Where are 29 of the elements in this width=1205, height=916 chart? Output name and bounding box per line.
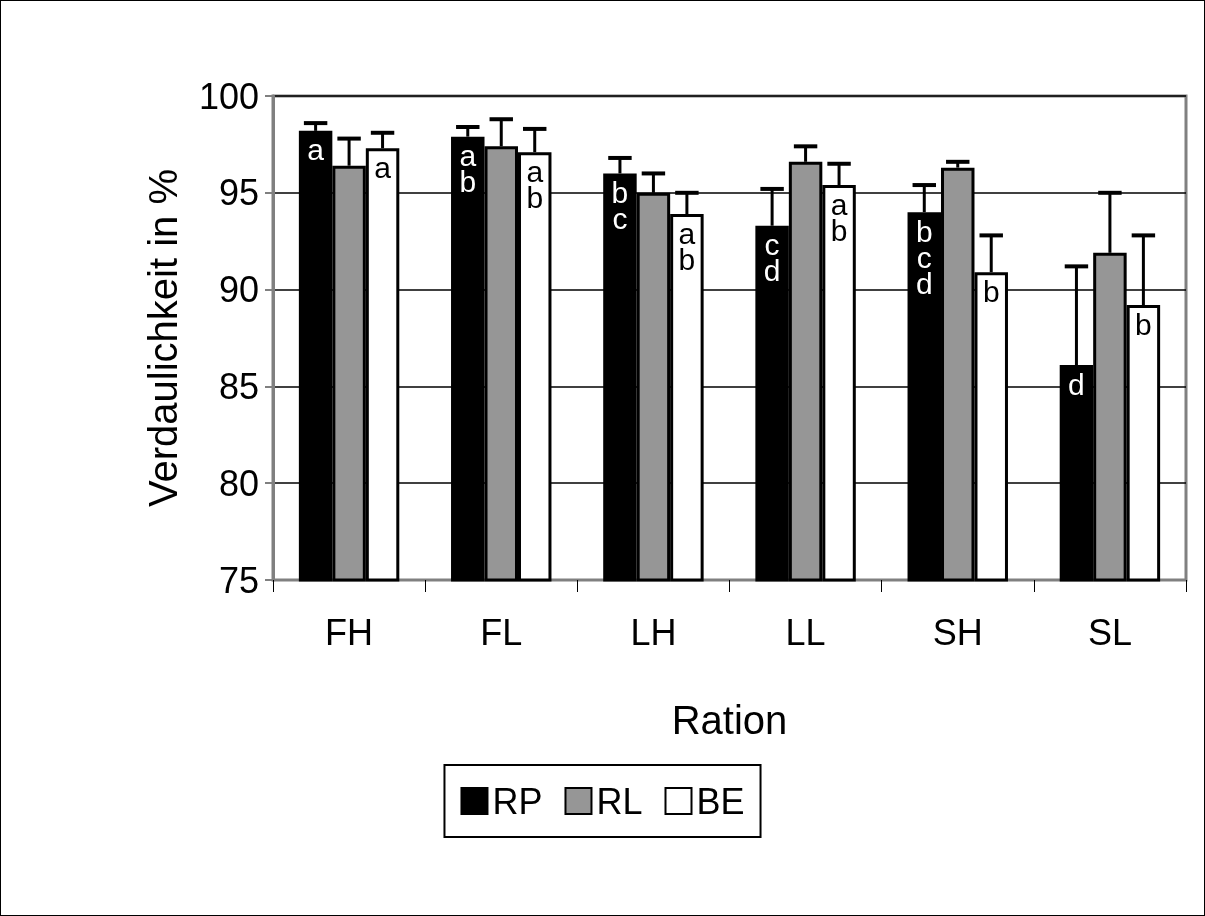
x-tick-label: FL bbox=[480, 611, 523, 653]
y-tick-label: 95 bbox=[218, 172, 259, 214]
data-label: b c bbox=[611, 175, 629, 235]
data-label: a b bbox=[459, 139, 477, 199]
data-label: b bbox=[1135, 307, 1152, 341]
data-label: a bbox=[374, 150, 392, 184]
legend-label: RL bbox=[596, 780, 643, 822]
y-tick-label: 80 bbox=[218, 462, 259, 504]
x-tick-label: FH bbox=[325, 611, 374, 653]
y-tick-label: 90 bbox=[218, 269, 259, 311]
y-tick-label: 75 bbox=[218, 559, 259, 601]
x-axis-title: Ration bbox=[671, 698, 788, 742]
x-tick-label: SL bbox=[1087, 611, 1132, 653]
data-label: a bbox=[307, 133, 325, 167]
data-label: a b bbox=[830, 187, 848, 247]
data-label: d bbox=[1068, 367, 1085, 401]
y-axis-title: Verdaulichkeit in % bbox=[141, 169, 185, 507]
data-label: a b bbox=[678, 216, 696, 276]
data-label: b bbox=[982, 274, 1000, 308]
legend-label: BE bbox=[696, 780, 745, 822]
x-tick-label: LH bbox=[630, 611, 677, 653]
data-label: c d bbox=[763, 228, 781, 288]
legend-label: RP bbox=[492, 780, 543, 822]
data-label: a b bbox=[526, 154, 544, 214]
x-tick-label: LL bbox=[785, 611, 826, 653]
y-tick-label: 85 bbox=[218, 365, 259, 407]
y-tick-label: 100 bbox=[198, 75, 259, 117]
data-label: b c d bbox=[915, 214, 933, 300]
x-tick-label: SH bbox=[932, 611, 983, 653]
